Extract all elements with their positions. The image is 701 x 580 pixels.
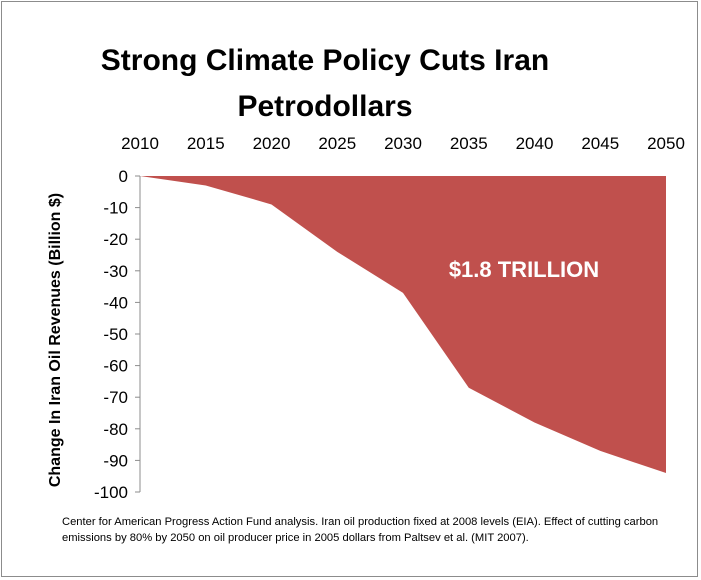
y-tick-label: -40 [103,293,128,312]
x-tick-label: 2030 [384,134,422,153]
x-tick-label: 2045 [581,134,619,153]
chart-title: Strong Climate Policy Cuts Iran Petrodol… [100,44,550,123]
area-chart: 0 -10 -20 -30 -40 -50 -60 -70 -80 -90 -100 2010 2015… [47,134,685,502]
y-tick-label: -30 [103,262,128,281]
y-tick-label: -10 [103,199,128,218]
y-tick-label: -50 [103,325,128,344]
x-tick-label: 2020 [253,134,291,153]
x-tick-label: 2050 [647,134,685,153]
y-axis-title: Change In Iran Oil Revenues (Billion $) [47,193,64,487]
x-tick-label: 2035 [450,134,488,153]
y-tick-label: -80 [103,420,128,439]
source-footnote: Center for American Progress Action Fund… [62,516,659,544]
y-tick-label: -20 [103,230,128,249]
x-tick-label: 2040 [516,134,554,153]
y-tick-label: -60 [103,357,128,376]
x-tick-label: 2025 [318,134,356,153]
y-tick-label: -70 [103,388,128,407]
x-tick-label: 2015 [187,134,225,153]
x-tick-label: 2010 [121,134,159,153]
y-tick-label: 0 [119,167,128,186]
y-tick-label: -100 [94,483,128,502]
y-tick-label: -90 [103,451,128,470]
revenue-loss-area [140,176,666,474]
area-annotation: $1.8 TRILLION [449,257,599,282]
